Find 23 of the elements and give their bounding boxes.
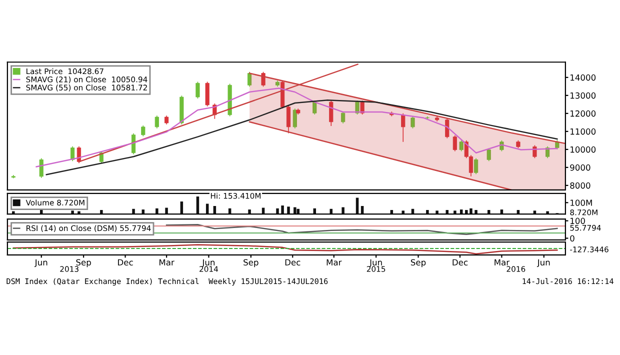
y-tick-label: 10000 xyxy=(570,146,596,153)
x-tick-label: Sep xyxy=(76,259,91,268)
x-tick-label: Dec xyxy=(285,259,300,266)
y-tick-label: 0 xyxy=(570,235,574,242)
x-tick-label: Mar xyxy=(326,259,342,266)
y-tick-label: 11000 xyxy=(570,128,596,135)
y-tick-label: 14000 xyxy=(570,74,596,81)
y-tick-label: 13000 xyxy=(570,92,596,99)
x-tick-label: Jun xyxy=(536,259,550,268)
y-tick-label: 8000 xyxy=(570,182,590,189)
y-tick-label: 12000 xyxy=(570,110,596,117)
x-tick-label: Jun xyxy=(369,259,382,268)
x-tick-label: Dec xyxy=(118,259,133,266)
x-tick-label: Mar xyxy=(494,259,510,266)
x-tick-label: Sep xyxy=(410,259,426,268)
x-tick-label: Mar xyxy=(159,259,174,266)
y-tick-label: 100 xyxy=(570,218,585,224)
y-tick-label: 100M xyxy=(570,200,592,206)
x-tick-label: Sep xyxy=(244,259,258,268)
y-tick-label: 9000 xyxy=(570,164,590,171)
x-tick-label: Jun xyxy=(34,259,48,268)
x-tick-label: Dec xyxy=(452,259,468,266)
x-tick-label: Jun xyxy=(202,259,215,268)
